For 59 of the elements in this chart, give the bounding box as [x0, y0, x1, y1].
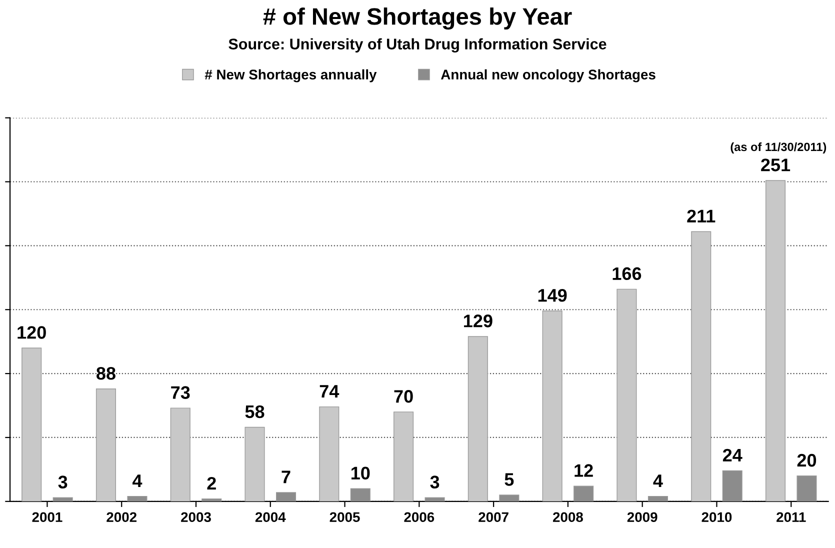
bar — [424, 497, 445, 502]
bar — [127, 496, 148, 502]
chart-subtitle: Source: University of Utah Drug Information Service — [228, 38, 606, 53]
bar — [765, 180, 786, 502]
x-tick-label: 2007 — [478, 512, 508, 522]
data-label: 24 — [722, 448, 742, 462]
x-tick-label: 2004 — [255, 512, 286, 522]
bar — [499, 494, 520, 502]
bar — [276, 492, 296, 502]
bar — [691, 231, 712, 502]
x-tick-label: 2003 — [181, 512, 211, 522]
data-label: 12 — [574, 464, 593, 477]
bar — [722, 470, 742, 502]
x-tick-label: 2002 — [106, 512, 136, 522]
data-label: 58 — [245, 405, 264, 418]
chart-title: # of New Shortages by Year — [263, 8, 572, 30]
bar — [468, 336, 488, 502]
bar — [319, 406, 340, 502]
data-label: 4 — [132, 474, 142, 488]
bar — [616, 288, 637, 502]
data-label: 2 — [207, 476, 216, 490]
data-label: 120 — [18, 326, 46, 339]
legend-label: Annual new oncology Shortages — [440, 69, 656, 82]
data-label: 129 — [464, 314, 492, 328]
x-tick-label: 2011 — [776, 512, 806, 522]
bar — [394, 412, 414, 502]
data-label: 7 — [282, 470, 290, 484]
x-tick-label: 2009 — [627, 512, 658, 522]
bar — [542, 310, 562, 502]
x-tick-label: 2010 — [702, 512, 732, 522]
data-label: 166 — [612, 267, 642, 280]
bar — [350, 488, 370, 502]
bar — [52, 497, 73, 502]
x-tick-label: 2001 — [32, 512, 62, 522]
data-label: 251 — [761, 158, 790, 172]
x-tick-label: 2005 — [330, 512, 360, 522]
data-label: 70 — [394, 390, 413, 403]
data-label: 3 — [430, 476, 440, 488]
data-label: 73 — [171, 386, 190, 399]
bar — [574, 486, 594, 502]
annotation: (as of 11/30/2011) — [730, 142, 826, 154]
bar — [796, 475, 817, 502]
bar — [22, 348, 42, 502]
data-label: 74 — [320, 385, 340, 398]
bar — [244, 426, 265, 502]
x-tick-label: 2008 — [552, 512, 583, 522]
data-label: 5 — [504, 473, 514, 486]
bar — [96, 388, 116, 502]
x-tick-label: 2006 — [404, 512, 434, 522]
data-label: 88 — [96, 366, 116, 380]
bar — [648, 496, 668, 502]
bar — [170, 408, 190, 502]
data-label: 211 — [687, 210, 716, 222]
data-label: 149 — [538, 288, 567, 302]
legend-label: # New Shortages annually — [204, 69, 377, 82]
data-label: 20 — [797, 454, 816, 467]
data-label: 3 — [58, 476, 68, 488]
data-label: 4 — [653, 474, 663, 488]
data-label: 10 — [352, 466, 370, 480]
